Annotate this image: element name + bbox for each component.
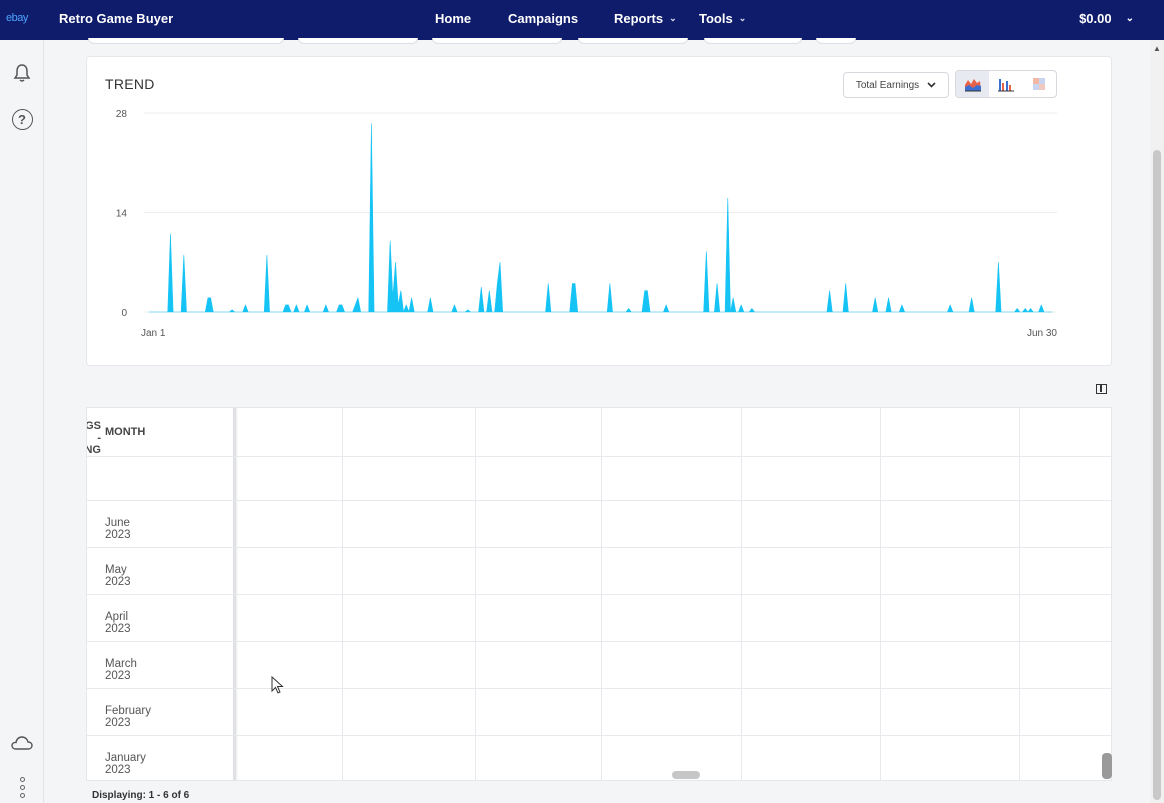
nav-campaigns[interactable]: Campaigns	[508, 11, 578, 26]
chart-type-toggle	[955, 70, 1057, 98]
bell-icon[interactable]	[11, 62, 33, 84]
row-divider	[87, 547, 1111, 548]
filter-chip[interactable]	[578, 38, 688, 44]
row-divider	[87, 594, 1111, 595]
nav-tools-label: Tools	[699, 11, 733, 26]
x-end-label: Jun 30	[1027, 328, 1057, 339]
nav-home-label: Home	[435, 11, 472, 26]
bar-chart-icon	[997, 79, 1014, 92]
month-cell: May 2023	[105, 564, 131, 588]
nav-campaigns-label: Campaigns	[508, 11, 579, 26]
displaying-count: Displaying: 1 - 6 of 6	[92, 790, 190, 801]
nav-home[interactable]: Home	[435, 11, 471, 26]
metric-select[interactable]: Total Earnings	[843, 72, 949, 98]
help-icon[interactable]: ?	[11, 108, 33, 130]
nav-tools[interactable]: Tools ⌄	[699, 11, 746, 26]
chevron-down-icon: ⌄	[1125, 13, 1134, 24]
trend-card: 28 14 0 Jan 1 Jun 30 TREND Total Earnings	[86, 56, 1112, 366]
more-icon[interactable]	[11, 776, 33, 798]
column-chooser-icon[interactable]	[1096, 384, 1107, 394]
month-cell: February 2023	[105, 705, 152, 729]
heatmap-chart-button[interactable]	[1023, 71, 1056, 97]
filter-chip[interactable]	[704, 38, 802, 44]
y-tick-label: 14	[116, 209, 128, 220]
month-cell: June 2023	[105, 517, 131, 541]
y-tick-label: 0	[121, 308, 127, 319]
metric-select-value: Total Earnings	[855, 79, 920, 91]
chevron-down-icon: ⌄	[738, 13, 747, 23]
chevron-down-icon: ⌄	[669, 13, 677, 23]
account-name: Retro Game Buyer	[59, 11, 174, 26]
column-header-line: MONTH	[105, 426, 146, 438]
trend-title: TREND	[105, 76, 155, 92]
filter-chip[interactable]	[816, 38, 856, 44]
area-chart-icon	[964, 79, 981, 92]
help-glyph: ?	[11, 108, 33, 130]
scroll-up-icon[interactable]: ▲	[1153, 44, 1161, 53]
column-header-7[interactable]: ACTION EARNINGS -PRIORITY LISTING	[86, 420, 101, 456]
nav-reports-label: Reports	[614, 11, 664, 26]
area-chart-button[interactable]	[956, 71, 990, 97]
balance-value: $0.00	[1079, 11, 1112, 26]
month-cell: April 2023	[105, 611, 131, 635]
row-divider	[87, 641, 1111, 642]
row-divider	[87, 456, 1111, 457]
y-tick-label: 28	[116, 109, 128, 120]
month-cell: January 2023	[105, 752, 146, 776]
heatmap-icon	[1033, 78, 1046, 90]
filter-chip[interactable]	[88, 38, 284, 44]
cloud-icon[interactable]	[11, 732, 33, 754]
chevron-down-icon	[927, 82, 936, 88]
row-divider	[87, 688, 1111, 689]
page-scrollbar[interactable]: ▲	[1150, 40, 1164, 803]
column-header-line: ACTION EARNINGS -	[86, 420, 101, 444]
bar-chart-button[interactable]	[989, 71, 1022, 97]
filter-chip[interactable]	[298, 38, 418, 44]
month-cell: March 2023	[105, 658, 137, 682]
page-scrollbar-thumb[interactable]	[1153, 150, 1161, 800]
table-horizontal-scrollbar[interactable]	[672, 771, 700, 779]
table-vertical-scrollbar[interactable]	[1102, 753, 1112, 779]
earnings-area-series	[148, 123, 1053, 313]
x-start-label: Jan 1	[141, 328, 166, 339]
trend-chart: 28 14 0 Jan 1 Jun 30	[116, 109, 1058, 339]
earnings-table: MONTHTOTALEARNINGSITEMS ORDERED- OWNINVE…	[86, 407, 1112, 781]
ebay-logo[interactable]: ebay	[6, 12, 28, 24]
nav-reports[interactable]: Reports ⌄	[614, 11, 677, 26]
column-header-0[interactable]: MONTH	[105, 426, 145, 438]
column-header-line: PRIORITY LISTING	[86, 444, 101, 456]
row-divider	[87, 500, 1111, 501]
row-divider	[87, 735, 1111, 736]
balance-dropdown[interactable]: $0.00 ⌄	[1079, 11, 1134, 26]
filter-chip[interactable]	[432, 38, 562, 44]
top-nav-bar: ebay Retro Game Buyer Home Campaigns Rep…	[0, 0, 1164, 40]
left-sidebar: ?	[0, 40, 44, 803]
mouse-cursor-icon	[271, 676, 284, 694]
